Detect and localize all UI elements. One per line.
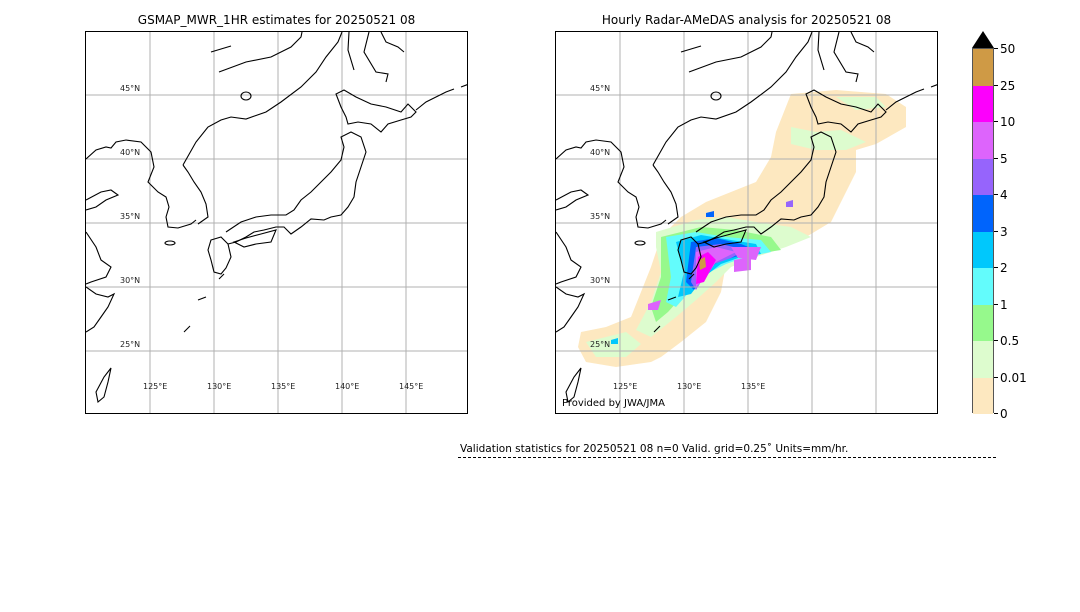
colorbar-tick	[994, 48, 998, 49]
left-lon-label-135: 135°E	[271, 382, 296, 391]
right-lat-label-25: 25°N	[590, 340, 611, 349]
left-map-title: GSMAP_MWR_1HR estimates for 20250521 08	[137, 13, 416, 27]
left-map: 45°N 40°N 35°N 30°N 25°N 125°E 130°E 135…	[85, 31, 468, 414]
colorbar-tick	[994, 84, 998, 86]
colorbar-seg-1-2	[973, 268, 993, 305]
grid-lines	[556, 32, 937, 413]
right-map-canvas	[556, 32, 937, 413]
colorbar-tick	[994, 413, 998, 414]
right-lon-label-125: 125°E	[613, 382, 638, 391]
left-lon-label-130: 130°E	[207, 382, 232, 391]
right-lat-label-35: 35°N	[590, 212, 611, 221]
left-lat-label-40: 40°N	[120, 148, 141, 157]
colorbar-label-10: 10	[1000, 115, 1016, 129]
data-credit: Provided by JWA/JMA	[562, 398, 665, 409]
right-lat-label-30: 30°N	[590, 276, 611, 285]
left-map-canvas	[86, 32, 467, 413]
colorbar-label-1: 1	[1000, 297, 1008, 312]
colorbar-seg-3-4	[973, 195, 993, 232]
colorbar-label-0: 0	[1000, 407, 1008, 421]
colorbar-tick	[994, 157, 998, 159]
colorbar-label-25: 25	[1000, 78, 1016, 93]
colorbar-label-3: 3	[1000, 224, 1008, 239]
right-lon-label-135: 135°E	[741, 382, 766, 391]
grid-lines	[86, 32, 467, 413]
left-lat-label-35: 35°N	[120, 212, 141, 221]
colorbar-seg-0.5-1	[973, 304, 993, 341]
colorbar-tick	[994, 267, 998, 268]
left-lon-label-125: 125°E	[143, 382, 168, 391]
validation-statistics-text: Validation statistics for 20250521 08 n=…	[460, 443, 849, 455]
left-lon-label-140: 140°E	[335, 382, 360, 391]
colorbar-tick	[994, 194, 998, 195]
colorbar-tick	[994, 230, 998, 232]
left-lat-label-30: 30°N	[120, 276, 141, 285]
colorbar-seg-25-50	[973, 49, 993, 86]
colorbar-tick	[994, 121, 998, 122]
colorbar-label-2: 2	[1000, 261, 1008, 275]
left-lon-label-145: 145°E	[399, 382, 424, 391]
colorbar-label-0.5: 0.5	[1000, 334, 1020, 348]
colorbar-seg-0-0.01	[973, 377, 993, 414]
colorbar-tick	[994, 376, 998, 378]
colorbar-label-5: 5	[1000, 151, 1008, 166]
colorbar-label-4: 4	[1000, 188, 1008, 202]
left-lat-label-45: 45°N	[120, 84, 141, 93]
left-lat-label-25: 25°N	[120, 340, 141, 349]
validation-dashed-divider	[458, 457, 996, 458]
colorbar-seg-2-3	[973, 231, 993, 268]
colorbar-seg-10-25	[973, 85, 993, 122]
colorbar-tick	[994, 340, 998, 341]
right-lat-label-40: 40°N	[590, 148, 611, 157]
colorbar-label-0.01: 0.01	[1000, 370, 1027, 385]
coastlines	[556, 32, 937, 404]
right-lon-label-130: 130°E	[677, 382, 702, 391]
colorbar-label-50: 50	[1000, 42, 1016, 56]
colorbar-seg-5-10	[973, 122, 993, 159]
colorbar-tick	[994, 303, 998, 305]
coastlines	[86, 32, 467, 404]
colorbar	[972, 48, 994, 414]
right-map: 45°N 40°N 35°N 30°N 25°N 125°E 130°E 135…	[555, 31, 938, 414]
right-lat-label-45: 45°N	[590, 84, 611, 93]
colorbar-seg-4-5	[973, 158, 993, 195]
colorbar-extend-arrow	[972, 31, 994, 48]
right-map-title: Hourly Radar-AMeDAS analysis for 2025052…	[601, 13, 892, 27]
colorbar-seg-0.01-0.5	[973, 341, 993, 378]
